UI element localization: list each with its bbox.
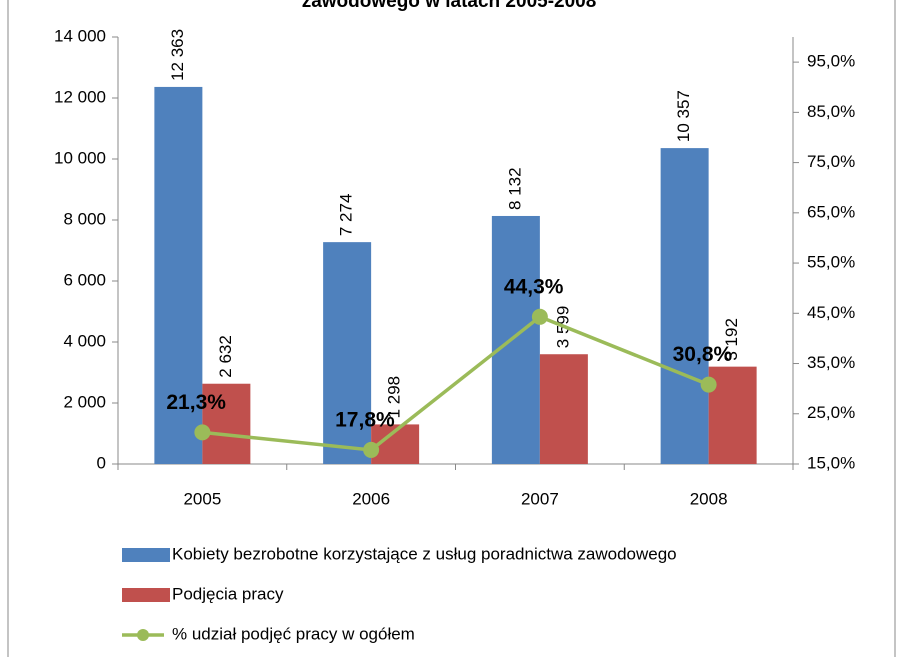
line-marker	[363, 441, 380, 458]
bar	[202, 383, 251, 464]
y2-tick-label: 75,0%	[807, 152, 855, 171]
y-tick-label: 4 000	[63, 331, 106, 350]
y2-tick-label: 45,0%	[807, 303, 855, 322]
bar-value-label: 10 357	[674, 90, 693, 142]
bar	[154, 86, 203, 464]
y-tick-label: 0	[97, 453, 106, 472]
legend-label: Kobiety bezrobotne korzystające z usług …	[172, 544, 677, 563]
legend-marker	[137, 629, 149, 641]
x-tick-label: 2007	[521, 489, 559, 508]
bar-value-label: 1 298	[385, 376, 404, 419]
legend-label: Podjęcia pracy	[172, 584, 284, 603]
y2-tick-label: 95,0%	[807, 52, 855, 71]
line	[202, 314, 710, 452]
x-tick-label: 2008	[690, 489, 728, 508]
line-value-label: 30,8%	[673, 343, 733, 366]
y-tick-label: 8 000	[63, 209, 106, 228]
y2-tick-label: 65,0%	[807, 202, 855, 221]
legend-swatch	[122, 588, 170, 602]
line-marker	[194, 424, 211, 441]
y2-tick-label: 85,0%	[807, 102, 855, 121]
bar-value-label: 3 192	[722, 318, 741, 361]
x-tick-label: 2006	[352, 489, 390, 508]
bar	[491, 215, 540, 464]
y-tick-label: 10 000	[54, 148, 106, 167]
y-tick-label: 14 000	[54, 26, 106, 45]
y2-tick-label: 15,0%	[807, 453, 855, 472]
chart-title: zawodowego w latach 2005-2008	[302, 0, 597, 12]
y-tick-label: 6 000	[63, 270, 106, 289]
bar-value-label: 7 274	[337, 194, 356, 237]
legend-label: % udział podjęć pracy w ogółem	[172, 624, 415, 643]
bar	[539, 354, 588, 464]
y-tick-label: 12 000	[54, 87, 106, 106]
y2-tick-label: 25,0%	[807, 403, 855, 422]
bar-value-label: 2 632	[216, 335, 235, 378]
y-tick-label: 2 000	[63, 392, 106, 411]
line-value-label: 21,3%	[166, 391, 226, 414]
line-marker	[700, 376, 717, 393]
x-tick-label: 2005	[183, 489, 221, 508]
legend-swatch	[122, 548, 170, 562]
line-value-label: 17,8%	[335, 408, 395, 431]
y2-tick-label: 55,0%	[807, 253, 855, 272]
y2-tick-label: 35,0%	[807, 353, 855, 372]
bar-value-label: 8 132	[505, 167, 524, 210]
bar	[660, 148, 709, 464]
line-marker	[531, 308, 548, 325]
line-value-label: 44,3%	[504, 275, 564, 298]
bar-value-label: 12 363	[168, 29, 187, 81]
bar	[708, 366, 757, 464]
bar	[323, 242, 372, 464]
